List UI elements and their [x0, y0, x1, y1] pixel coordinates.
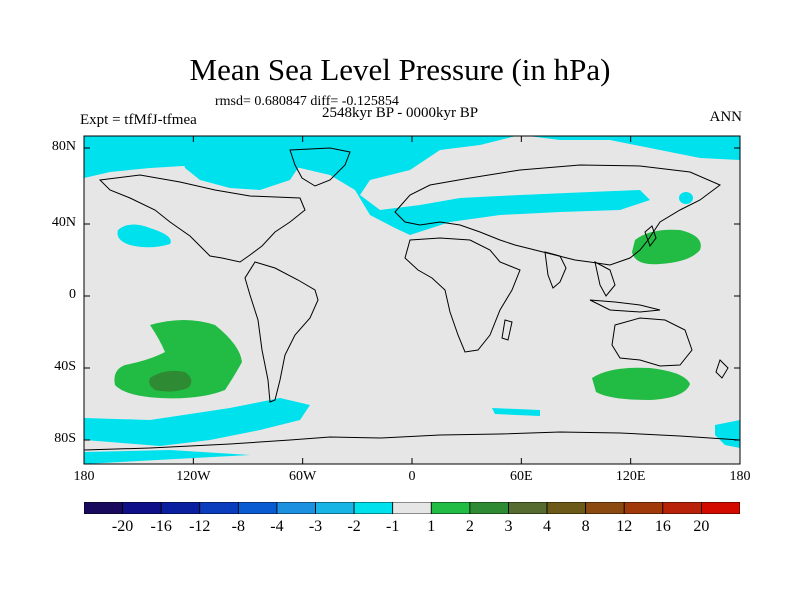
colorbar-swatch [353, 502, 394, 514]
coast-southeast-asia [594, 261, 616, 297]
coast-north-america [98, 174, 306, 263]
colorbar-label: 8 [581, 518, 590, 535]
y-tick-label: 80N [51, 139, 76, 154]
anomaly-neg-kamchatka [679, 192, 693, 204]
colorbar-label: 3 [504, 518, 513, 535]
x-tick-label: 120W [176, 469, 211, 484]
anomaly-pos-south-indian [592, 367, 690, 400]
colorbar-swatch [237, 502, 278, 514]
coast-japan [644, 225, 657, 248]
colorbar-swatch [662, 502, 702, 514]
coast-india [544, 251, 567, 289]
season-label: ANN [709, 109, 743, 125]
coast-antarctica [84, 431, 740, 451]
colorbar-swatch [315, 502, 355, 514]
colorbar-label: 1 [427, 518, 436, 535]
colorbar-label: -12 [189, 518, 211, 535]
colorbar-swatch [160, 502, 201, 514]
anomaly-neg-antarctic [84, 450, 250, 464]
anomaly-neg-southern-ocean-east [492, 408, 540, 416]
rmsd-diff-stats: rmsd= 0.680847 diff= -0.125854 [215, 94, 399, 109]
colorbar-swatch [623, 502, 664, 514]
x-tick-label: 180 [729, 469, 751, 484]
colorbar-label: -16 [150, 518, 172, 535]
coast-madagascar [501, 319, 513, 341]
y-tick-label: 40N [51, 215, 76, 230]
colorbar-label: 4 [543, 518, 552, 535]
colorbar-swatch [469, 502, 509, 514]
colorbar-label: -3 [308, 518, 323, 535]
colorbar-label: 20 [693, 518, 710, 535]
colorbar-swatch [84, 502, 123, 514]
anomaly-neg-eastpacific [117, 224, 171, 248]
anomaly-pos-south-pacific [114, 320, 242, 399]
colorbar-label: -20 [111, 518, 134, 535]
colorbar-label: -1 [386, 518, 400, 535]
colorbar-swatch [546, 502, 587, 514]
anomaly-fields [84, 136, 740, 464]
colorbar-swatch [585, 502, 625, 514]
coast-new-zealand [715, 359, 729, 379]
coast-south-america [244, 261, 319, 403]
colorbar-swatch [701, 502, 740, 514]
experiment-label: Expt = tfMfJ-tfmea [80, 112, 197, 128]
coast-europe-asia [394, 164, 721, 266]
colorbar-label: 2 [465, 518, 474, 535]
y-tick-label: 0 [69, 287, 76, 302]
anomaly-neg-southern-ocean-far-east [715, 420, 740, 448]
map-background [84, 136, 740, 464]
colorbar-swatch [430, 502, 471, 514]
colorbar [84, 502, 740, 514]
x-tick-label: 0 [408, 469, 416, 484]
coast-indonesia [589, 299, 661, 313]
x-tick-label: 180 [73, 469, 95, 484]
anomaly-neg-greenland [180, 148, 300, 190]
y-tick-label: 40S [54, 359, 76, 374]
x-tick-label: 120E [615, 469, 646, 484]
coast-australia [611, 317, 693, 367]
x-tick-label: 60E [510, 469, 533, 484]
colorbar-label: 12 [616, 518, 633, 535]
anomaly-neg-southern-ocean [84, 398, 310, 446]
coast-africa [404, 237, 521, 353]
colorbar-swatch [392, 502, 432, 514]
y-tick-label: 80S [54, 431, 76, 446]
colorbar-label: -4 [270, 518, 284, 535]
colorbar-label: -2 [347, 518, 361, 535]
colorbar-swatch [199, 502, 239, 514]
coast-greenland [289, 147, 351, 187]
coastlines [84, 147, 740, 451]
colorbar-label: 16 [654, 518, 671, 535]
colorbar-swatch [276, 502, 316, 514]
colorbar-swatch [122, 502, 162, 514]
x-tick-label: 60W [289, 469, 317, 484]
colorbar-swatch [508, 502, 548, 514]
time-period-label: 2548kyr BP - 0000kyr BP [322, 105, 479, 121]
axis-ticks [83, 136, 741, 464]
map-title: Mean Sea Level Pressure (in hPa) [189, 52, 611, 87]
colorbar-label: -8 [231, 518, 245, 535]
anomaly-pos-core [149, 370, 192, 392]
